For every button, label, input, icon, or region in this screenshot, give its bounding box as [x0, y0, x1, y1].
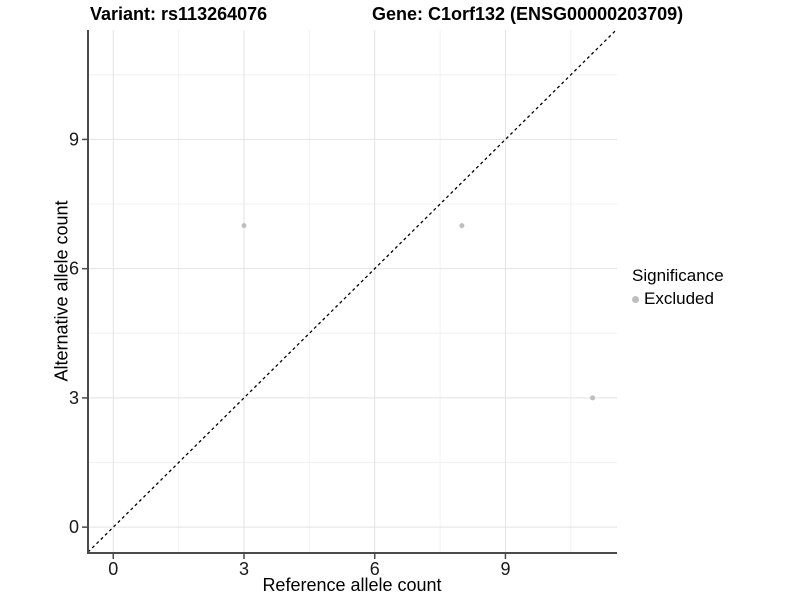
- plot-title-gene: Gene: C1orf132 (ENSG00000203709): [372, 4, 684, 24]
- identity-line: [88, 30, 617, 553]
- legend-point-marker: [632, 295, 639, 303]
- legend-item-label: Excluded: [644, 289, 714, 308]
- data-point: [459, 223, 465, 229]
- plot-title-variant: Variant: rs113264076: [90, 4, 268, 24]
- legend-item-excluded: Excluded: [632, 289, 724, 309]
- x-tick-label: 0: [108, 559, 118, 579]
- y-axis-title: Alternative allele count: [51, 200, 72, 382]
- y-tick-label: 9: [69, 129, 79, 149]
- legend: Significance Excluded: [632, 266, 724, 309]
- y-tick-label: 3: [69, 388, 79, 408]
- x-tick-label: 3: [239, 559, 249, 579]
- data-point: [590, 395, 596, 401]
- x-tick-label: 9: [500, 559, 510, 579]
- y-tick-label: 6: [69, 259, 79, 279]
- x-tick-label: 6: [370, 559, 380, 579]
- legend-title: Significance: [632, 266, 724, 285]
- data-point: [241, 223, 247, 229]
- y-tick-label: 0: [69, 517, 79, 537]
- x-axis-title: Reference allele count: [262, 575, 442, 595]
